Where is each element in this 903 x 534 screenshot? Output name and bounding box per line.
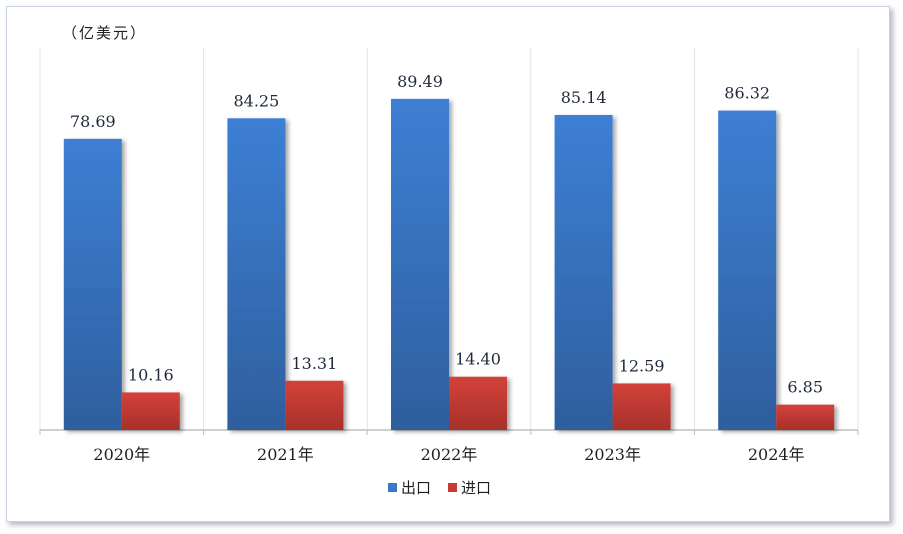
data-label: 14.40 — [455, 350, 501, 369]
data-label: 12.59 — [619, 356, 665, 375]
data-label: 86.32 — [724, 84, 770, 103]
bar-进口-2022年 — [449, 376, 507, 430]
unit-label: （亿美元） — [62, 24, 147, 42]
x-tick-label: 2023年 — [584, 445, 641, 464]
data-label: 85.14 — [561, 88, 607, 107]
bar-进口-2023年 — [612, 383, 671, 430]
legend-swatch-出口 — [388, 483, 397, 492]
plot-area: 78.69 10.16 2020年 84.25 13.31 2021年 89.49 14.40… — [39, 48, 859, 497]
bar-进口-2020年 — [121, 392, 180, 430]
data-label: 84.25 — [233, 91, 279, 110]
bar-出口-2021年 — [227, 118, 286, 431]
x-tick-label: 2020年 — [93, 445, 150, 464]
bar-出口-2022年 — [391, 98, 449, 431]
legend-label: 出口 — [401, 479, 431, 497]
x-tick-label: 2021年 — [257, 445, 314, 464]
bar-进口-2021年 — [285, 380, 344, 430]
data-label: 13.31 — [291, 354, 337, 373]
legend-label: 进口 — [461, 479, 491, 497]
bar-出口-2023年 — [554, 114, 613, 431]
bar-出口-2020年 — [63, 138, 122, 431]
data-label: 89.49 — [397, 72, 443, 91]
data-label: 6.85 — [787, 378, 823, 397]
x-tick-label: 2024年 — [748, 445, 805, 464]
legend-swatch-进口 — [448, 483, 457, 492]
bar-出口-2024年 — [718, 110, 777, 430]
data-label: 78.69 — [70, 112, 116, 131]
bar-进口-2024年 — [776, 404, 835, 430]
x-tick-label: 2022年 — [421, 445, 478, 464]
data-label: 10.16 — [128, 365, 174, 384]
